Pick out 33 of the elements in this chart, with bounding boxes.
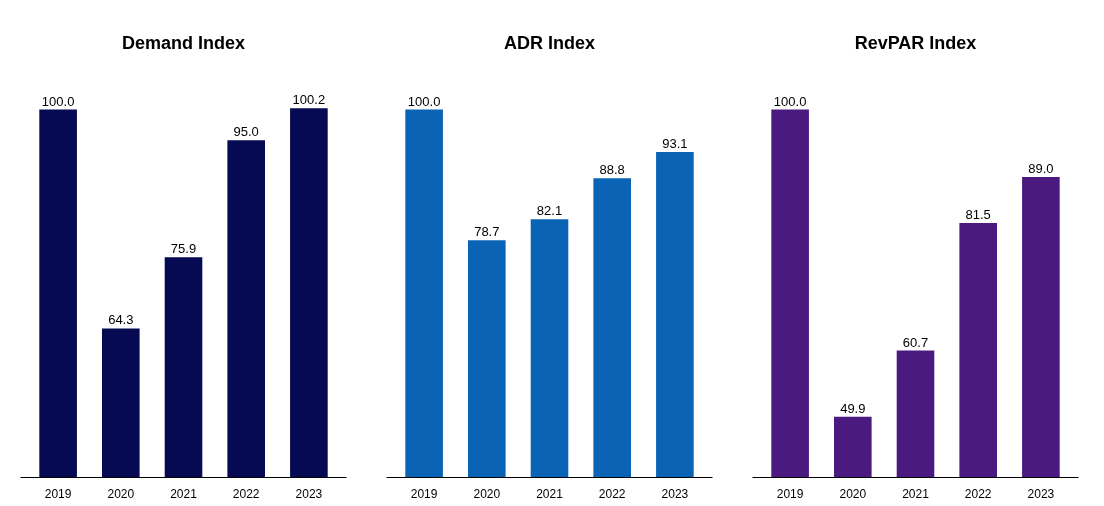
data-label: 93.1 (662, 135, 688, 151)
x-tick-label: 2019 (410, 486, 438, 501)
data-label: 75.9 (170, 241, 197, 257)
data-label: 88.8 (599, 162, 625, 178)
data-label: 100.0 (41, 93, 75, 109)
x-tick-label: 2022 (964, 486, 992, 501)
x-tick-label: 2022 (232, 486, 260, 501)
x-tick-label: 2021 (536, 486, 564, 501)
data-label: 49.9 (840, 400, 866, 416)
data-label: 89.0 (1028, 161, 1054, 177)
data-label: 64.3 (108, 312, 134, 328)
x-tick-label: 2021 (170, 486, 198, 501)
data-label: 78.7 (474, 224, 500, 240)
x-tick-label: 2023 (661, 486, 689, 501)
x-tick-label: 2020 (839, 486, 867, 501)
x-tick-label: 2022 (598, 486, 626, 501)
x-tick-label: 2023 (1027, 486, 1055, 501)
x-tick-label: 2019 (776, 486, 804, 501)
chart-title: Demand Index (121, 32, 246, 53)
data-label: 82.1 (536, 203, 563, 219)
data-label: 81.5 (965, 207, 991, 223)
x-tick-label: 2019 (44, 486, 72, 501)
data-label: 60.7 (902, 334, 929, 350)
chart-title: ADR Index (503, 32, 596, 53)
x-tick-label: 2021 (902, 486, 930, 501)
data-label: 100.0 (773, 93, 807, 109)
x-tick-label: 2020 (107, 486, 135, 501)
x-tick-label: 2020 (473, 486, 501, 501)
chart-title: RevPAR Index (854, 32, 977, 53)
x-tick-label: 2023 (295, 486, 323, 501)
data-label: 100.0 (407, 93, 441, 109)
data-label: 95.0 (233, 124, 259, 140)
data-label: 100.2 (292, 92, 326, 108)
